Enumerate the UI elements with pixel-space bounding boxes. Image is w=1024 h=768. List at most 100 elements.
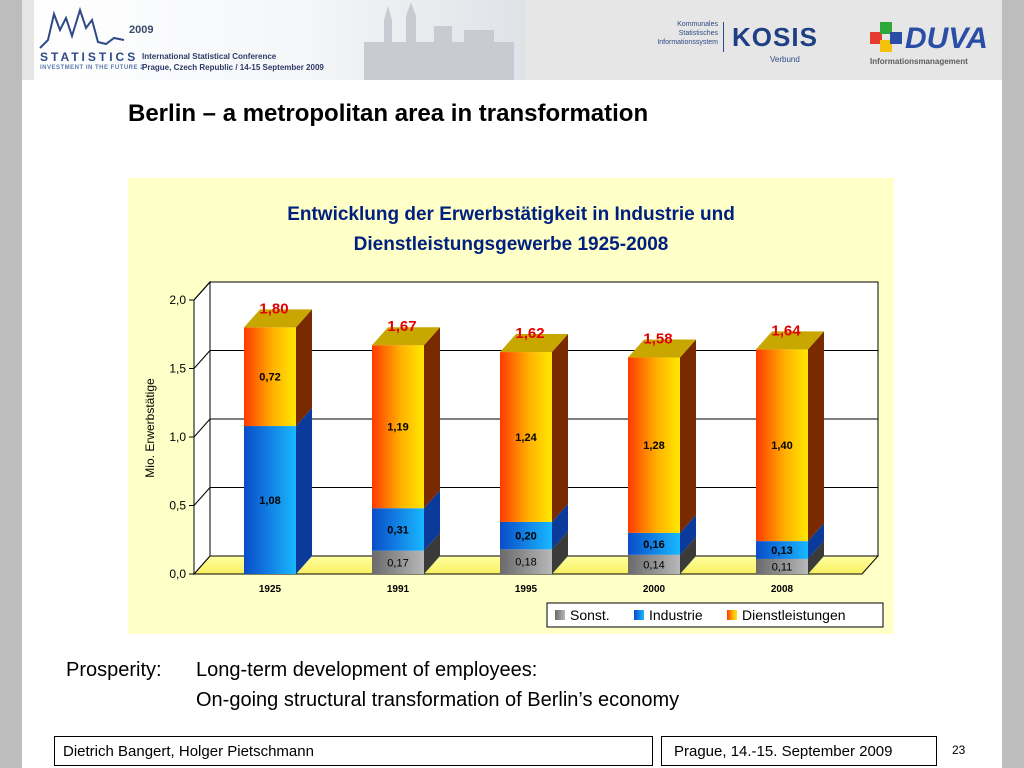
y-tick-label: 0,0: [169, 567, 186, 581]
bar-side: [680, 339, 696, 533]
bar-segment-sonst-: [372, 550, 424, 574]
bar-side: [296, 309, 312, 427]
gridline-depth: [193, 281, 211, 301]
bar-segment-dienstleistungen: [500, 352, 552, 522]
stacked-bar-chart: 0,0 0,5 1,0 1,5 2,0 Mio. Erwerbstätige 1,08 0,7…: [143, 280, 884, 628]
bar-segment-industrie: [500, 521, 552, 550]
bar-segment-dienstleistungen: [372, 345, 424, 509]
kosis-divider: [723, 22, 724, 52]
y-tick-label: 0,5: [169, 499, 186, 513]
bar-value-label: 0,18: [515, 557, 536, 569]
bar-segment-sonst-: [756, 558, 808, 574]
y-tick-label: 1,5: [169, 362, 186, 376]
bar-total-label: 1,67: [387, 318, 416, 335]
conference-year: 2009: [129, 24, 154, 36]
legend-swatch: [555, 610, 565, 620]
legend-label: Industrie: [649, 607, 703, 623]
bar-top: [244, 309, 312, 328]
city-skyline-graphic: [39, 2, 514, 80]
body-line-2: On-going structural transformation of Be…: [196, 689, 680, 711]
kosis-descriptor: Kommunales Statistisches Informationssys…: [638, 20, 718, 47]
bar-top: [628, 339, 696, 358]
kosis-line1: Kommunales: [677, 21, 718, 28]
page-number: 23: [952, 743, 966, 757]
bar-value-label: 1,24: [515, 432, 537, 444]
bar-total-label: 1,62: [515, 325, 544, 342]
bar-side: [424, 490, 440, 551]
bar-side: [808, 331, 824, 542]
chart-panel: Entwicklung der Erwerbstätigkeit in Indu…: [128, 178, 894, 634]
bar-segment-sonst-: [628, 554, 680, 574]
left-margin-bar: [0, 0, 22, 768]
bar-side: [552, 334, 568, 522]
chart-title-line2: Dienstleistungsgewerbe 1925-2008: [353, 234, 669, 255]
bar-side: [424, 532, 440, 574]
y-tick-label: 1,0: [169, 430, 186, 444]
bar-segment-industrie: [628, 532, 680, 555]
bar-total-label: 1,80: [259, 300, 288, 317]
bar-top: [756, 331, 824, 350]
bar-value-label: 0,31: [387, 524, 408, 536]
bar-side: [808, 523, 824, 559]
legend-label: Dienstleistungen: [742, 607, 846, 623]
duva-subtitle: Informationsmanagement: [870, 57, 968, 66]
x-tick-label: 1991: [387, 584, 410, 595]
footer-authors: Dietrich Bangert, Holger Pietschmann: [54, 736, 653, 766]
y-axis-label: Mio. Erwerbstätige: [143, 378, 157, 478]
conference-subtitle: Prague, Czech Republic / 14-15 September…: [142, 63, 324, 72]
conference-tagline: INVESTMENT IN THE FUTURE 2: [40, 65, 145, 71]
statistics-wordmark: STATISTICS: [40, 50, 139, 64]
gridline-depth: [193, 350, 211, 369]
bar-total-label: 1,58: [643, 331, 672, 348]
bar-value-label: 1,19: [387, 422, 408, 434]
bar-side: [424, 327, 440, 509]
kosis-logo: KOSIS: [732, 22, 818, 52]
kosis-line3: Informationssystem: [657, 39, 718, 46]
chart-title-line1: Entwicklung der Erwerbstätigkeit in Indu…: [287, 204, 735, 225]
bar-side: [680, 536, 696, 574]
bar-segment-dienstleistungen: [244, 327, 296, 427]
bar-value-label: 0,20: [515, 531, 536, 543]
bar-segment-industrie: [756, 541, 808, 559]
bar-side: [680, 514, 696, 555]
bar-side: [296, 408, 312, 574]
bar-value-label: 1,08: [259, 495, 280, 507]
bar-segment-dienstleistungen: [628, 357, 680, 533]
bar-total-label: 1,64: [771, 322, 801, 339]
bar-side: [552, 503, 568, 550]
conference-banner: 2009 STATISTICS INVESTMENT IN THE FUTURE…: [34, 0, 525, 80]
bar-value-label: 0,16: [643, 539, 664, 551]
kosis-line2: Statistisches: [678, 30, 718, 37]
x-tick-label: 2000: [643, 584, 666, 595]
duva-logo: DUVA: [905, 22, 988, 55]
bar-value-label: 0,11: [772, 561, 793, 573]
y-tick-label: 2,0: [169, 293, 186, 307]
legend-box: [546, 602, 884, 628]
body-line-1: Long-term development of employees:: [196, 659, 538, 681]
legend-swatch: [727, 610, 737, 620]
bar-top: [500, 334, 568, 353]
bar-side: [808, 540, 824, 574]
bar-top: [372, 327, 440, 346]
chart-title: Entwicklung der Erwerbstätigkeit in Indu…: [128, 200, 894, 260]
x-tick-label: 1995: [515, 584, 538, 595]
legend-label: Sonst.: [570, 607, 610, 623]
bar-value-label: 1,40: [771, 440, 792, 452]
gridline-depth: [193, 487, 211, 506]
prosperity-label: Prosperity:: [66, 659, 162, 681]
bar-segment-industrie: [372, 508, 424, 551]
bar-value-label: 1,28: [643, 440, 664, 452]
kosis-verbund: Verbund: [770, 55, 800, 64]
bar-value-label: 0,14: [643, 559, 664, 571]
right-margin-bar: [1002, 0, 1024, 768]
bar-segment-industrie: [244, 426, 296, 574]
legend-swatch: [634, 610, 644, 620]
bar-segment-sonst-: [500, 549, 552, 574]
footer-event: Prague, 14.-15. September 2009: [661, 736, 937, 766]
bar-value-label: 0,17: [387, 557, 408, 569]
slide-title: Berlin – a metropolitan area in transfor…: [128, 100, 649, 127]
conference-title: International Statistical Conference: [142, 52, 277, 61]
gridline-depth: [193, 418, 211, 438]
bar-segment-dienstleistungen: [756, 349, 808, 542]
bar-side: [552, 531, 568, 574]
